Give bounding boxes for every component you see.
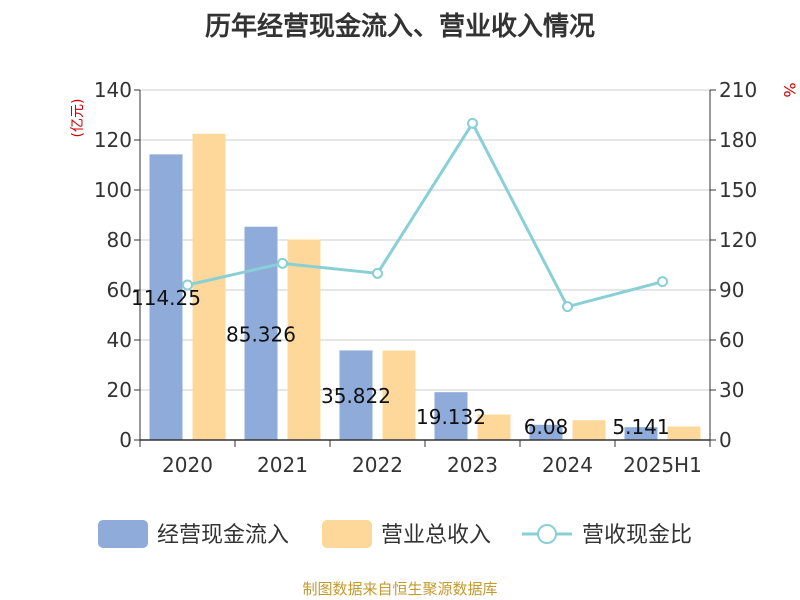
left-tick-label: 60	[107, 278, 132, 302]
left-axis-unit: (亿元)	[70, 99, 86, 138]
left-tick-label: 100	[94, 178, 132, 202]
x-tick-label: 2021	[257, 453, 308, 477]
right-tick-label: 90	[719, 278, 744, 302]
bar-cash-inflow	[149, 154, 183, 440]
right-tick-label: 30	[719, 378, 744, 402]
left-tick-label: 80	[107, 228, 132, 252]
legend-label: 营收现金比	[582, 523, 692, 548]
right-tick-label: 180	[719, 128, 757, 152]
line-point	[182, 279, 193, 291]
line-series-ratio	[187, 120, 663, 309]
legend-marker-ratio	[537, 524, 557, 544]
data-label: 35.822	[321, 384, 391, 408]
right-tick-label: 60	[719, 328, 744, 352]
source-note: 制图数据来自恒生聚源数据库	[302, 580, 498, 598]
data-label: 6.08	[524, 415, 569, 439]
left-tick-label: 40	[107, 328, 132, 352]
bar-revenue	[477, 414, 511, 440]
bar-cash-inflow	[244, 226, 278, 440]
x-tick-label: 2024	[542, 453, 593, 477]
right-tick-label: 120	[719, 228, 757, 252]
line-point	[277, 257, 288, 269]
bar-cash-inflow	[339, 350, 373, 440]
data-label: 85.326	[226, 322, 296, 346]
right-tick-label: 0	[719, 428, 732, 452]
left-tick-label: 0	[119, 428, 132, 452]
legend-swatch-cash-inflow	[98, 520, 148, 548]
x-tick-label: 2022	[352, 453, 403, 477]
left-tick-label: 120	[94, 128, 132, 152]
bar-revenue	[667, 426, 701, 440]
right-tick-label: 210	[719, 78, 757, 102]
line-point	[467, 117, 478, 129]
x-tick-label: 2020	[162, 453, 213, 477]
line-point	[657, 276, 668, 288]
left-tick-label: 20	[107, 378, 132, 402]
chart-title: 历年经营现金流入、营业收入情况	[204, 12, 595, 42]
x-tick-label: 2023	[447, 453, 498, 477]
line-point	[372, 267, 383, 279]
bar-revenue	[382, 350, 416, 440]
left-tick-label: 140	[94, 78, 132, 102]
bar-revenue	[572, 420, 606, 440]
legend-swatch-revenue	[322, 520, 372, 548]
data-label: 5.141	[612, 415, 669, 439]
data-label: 114.25	[131, 286, 201, 310]
bar-cash-inflow	[434, 392, 468, 440]
bar-revenue	[192, 133, 226, 440]
legend-label: 经营现金流入	[157, 523, 289, 548]
bar-cash-inflow	[529, 424, 563, 440]
right-tick-label: 150	[719, 178, 757, 202]
bar-revenue	[287, 239, 321, 440]
data-label: 19.132	[416, 405, 486, 429]
legend-label: 营业总收入	[381, 523, 491, 548]
bar-cash-inflow	[624, 427, 658, 440]
right-axis-unit: %	[780, 82, 799, 97]
line-point	[562, 301, 573, 313]
x-tick-label: 2025H1	[623, 453, 702, 477]
